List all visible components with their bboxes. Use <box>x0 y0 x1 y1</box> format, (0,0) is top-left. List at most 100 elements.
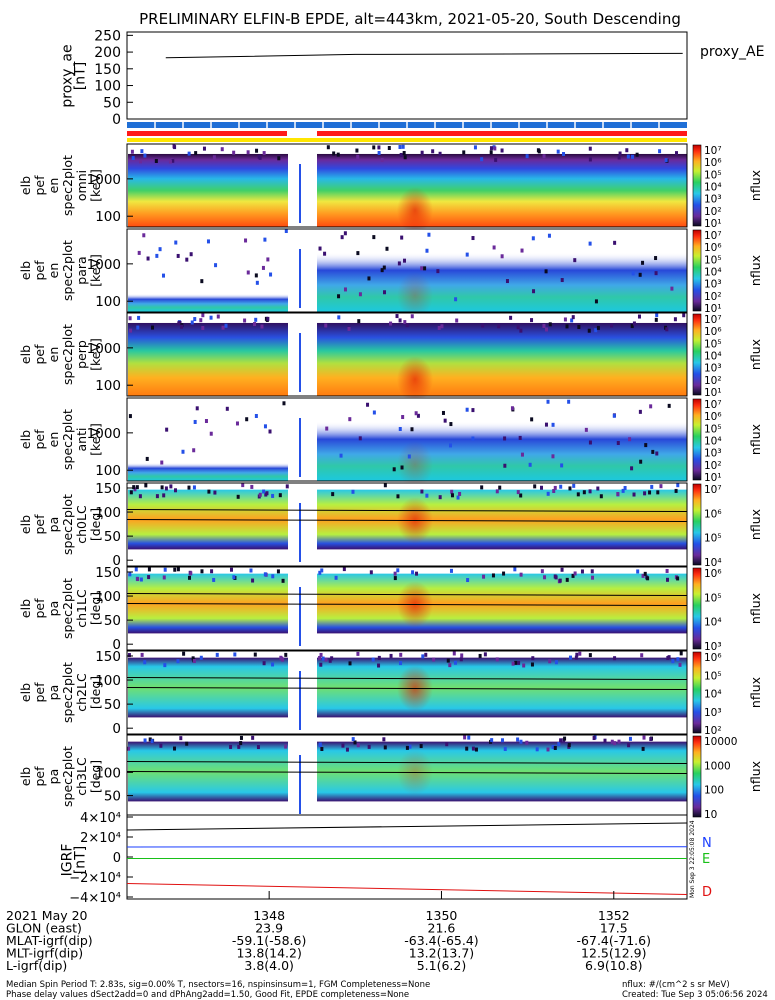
spec-noise-pixel <box>147 567 151 572</box>
spec-noise-pixel <box>372 410 376 415</box>
spec-noise-pixel <box>554 660 558 665</box>
spec-noise-pixel <box>494 157 498 162</box>
spec-noise-pixel <box>445 742 449 747</box>
spec-noise-pixel <box>495 489 499 494</box>
spec-ylabel-line: elb <box>18 599 33 618</box>
spec-noise-pixel <box>553 485 557 490</box>
spec-noise-pixel <box>215 652 219 657</box>
spec-gap-marker <box>299 418 301 477</box>
spec-noise-pixel <box>495 657 499 662</box>
spec-noise-pixel <box>233 652 237 657</box>
footer-line1-right: nflux: #/(cm^2 s sr MeV) <box>622 980 730 990</box>
spec-noise-pixel <box>594 299 598 304</box>
spec-noise-pixel <box>398 318 402 323</box>
spec-noise-pixel <box>659 484 663 489</box>
spec-noise-pixel <box>635 152 639 157</box>
spec-noise-pixel <box>540 569 544 574</box>
spec-noise-pixel <box>532 289 536 294</box>
spec-noise-pixel <box>560 463 564 468</box>
spec-noise-pixel <box>511 661 515 666</box>
colorbar-label: nflux <box>748 255 763 286</box>
spec-noise-pixel <box>500 738 504 743</box>
spec-fill-left <box>128 293 288 312</box>
spec-noise-pixel <box>168 159 172 164</box>
spec-noise-pixel <box>357 319 361 324</box>
spec-noise-pixel <box>535 747 539 752</box>
grf-legend-e: E <box>702 852 710 867</box>
spec-noise-pixel <box>556 149 560 154</box>
spec-noise-pixel <box>466 578 470 583</box>
spec-noise-pixel <box>403 320 407 325</box>
spec-noise-pixel <box>650 484 654 489</box>
spec-noise-pixel <box>471 236 475 241</box>
colorbar-tick-label: 10³ <box>704 279 722 291</box>
colorbar-tick-label: 10⁶ <box>704 157 722 169</box>
spec-noise-pixel <box>449 422 453 427</box>
pa-reference-line <box>126 687 688 691</box>
spec-noise-pixel <box>339 453 343 458</box>
colorbar-tick-label: 10⁵ <box>704 533 722 545</box>
spec-noise-pixel <box>525 154 529 159</box>
spec-noise-pixel <box>551 422 555 427</box>
spec-noise-pixel <box>666 577 670 582</box>
spec-ylabel-line: pef <box>32 514 47 535</box>
colorbar-tick-label: 10² <box>704 206 722 218</box>
colorbar-tick-label: 10³ <box>704 448 722 460</box>
xaxis-row-value: 1352 <box>598 908 630 923</box>
spec-noise-pixel <box>201 326 205 331</box>
spec-noise-pixel <box>263 572 267 577</box>
spec-noise-pixel <box>348 661 352 666</box>
xaxis-row-value: -59.1(-58.6) <box>232 933 306 948</box>
spec-noise-pixel <box>399 652 403 657</box>
spec-noise-pixel <box>282 401 286 406</box>
spec-hotspot <box>397 187 433 234</box>
colorbar-tick-label: 100 <box>704 785 724 797</box>
spec-noise-pixel <box>284 652 288 657</box>
xaxis-row-label: GLON (east) <box>6 921 82 936</box>
spec-noise-pixel <box>276 569 280 574</box>
spec-noise-pixel <box>649 404 653 409</box>
colorbar-tick-label: 10² <box>704 725 722 737</box>
spec-noise-pixel <box>173 567 177 572</box>
spec-noise-pixel <box>519 493 523 498</box>
spec-noise-pixel <box>237 744 241 749</box>
colorbar-tick-label: 10³ <box>704 363 722 375</box>
spec-noise-pixel <box>343 231 347 236</box>
spec-noise-pixel <box>266 257 270 262</box>
xaxis-row-value: -63.4(-65.4) <box>404 933 478 948</box>
spec-noise-pixel <box>450 493 454 498</box>
colorbar-tick-label: 10⁴ <box>704 436 722 448</box>
spec-noise-pixel <box>514 660 518 665</box>
spec-ylabel-line: elb <box>18 430 33 449</box>
spec-ytick-label: 100 <box>95 209 121 225</box>
spec-noise-pixel <box>398 427 402 432</box>
spec-noise-pixel <box>383 483 387 488</box>
spec-noise-pixel <box>481 323 485 328</box>
spec-noise-pixel <box>509 315 513 320</box>
spec-noise-pixel <box>654 256 658 261</box>
grf-ytick-label: 2×10⁴ <box>80 831 121 846</box>
spec-noise-pixel <box>199 655 203 660</box>
spec-noise-pixel <box>148 737 152 742</box>
spec-ylabel-line: spec2plot <box>60 240 75 301</box>
xaxis-row-label: 2021 May 20 <box>6 908 88 923</box>
spec-ylabel-line: spec2plot <box>60 662 75 723</box>
grf-series-d <box>126 883 688 895</box>
colorbar-label: nflux <box>748 339 763 370</box>
spec-noise-pixel <box>266 316 270 321</box>
spec-noise-pixel <box>324 323 328 328</box>
spec-noise-pixel <box>438 151 442 156</box>
spec-noise-pixel <box>128 414 132 419</box>
spec-noise-pixel <box>448 663 452 668</box>
pa-reference-line <box>126 509 688 513</box>
spec-ytick-label: 50 <box>104 613 121 629</box>
spec-noise-pixel <box>588 241 592 246</box>
spec-noise-pixel <box>405 323 409 328</box>
colorbar-tick-label: 10⁵ <box>704 254 722 266</box>
spec-ylabel-line: spec2plot <box>60 409 75 470</box>
spec-noise-pixel <box>617 155 621 160</box>
spec-noise-pixel <box>367 744 371 749</box>
